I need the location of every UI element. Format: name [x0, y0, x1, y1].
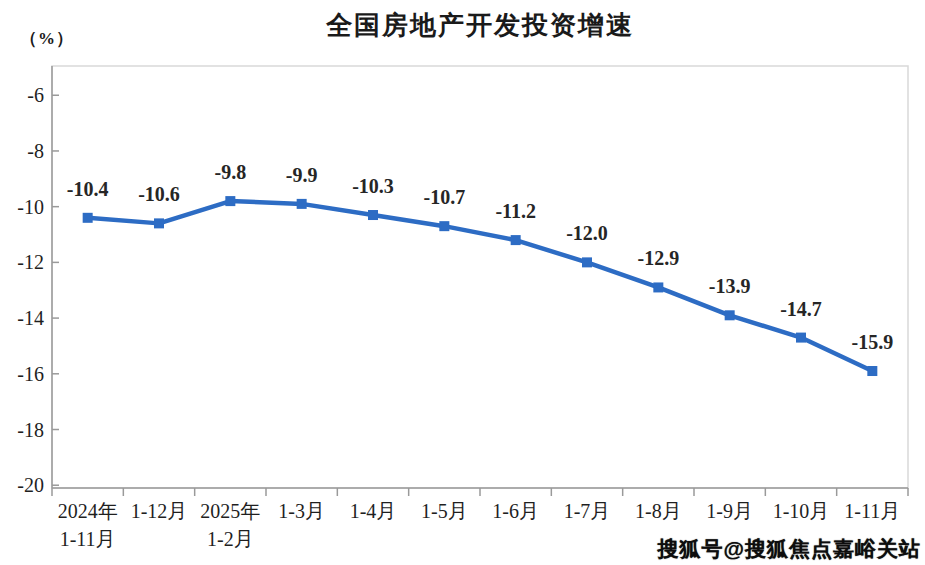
- data-point-marker: [83, 213, 93, 223]
- data-point-marker: [368, 210, 378, 220]
- x-tick-label: 1-9月: [706, 500, 753, 522]
- x-tick-label: 1-10月: [773, 500, 830, 522]
- data-point-label: -13.9: [709, 275, 751, 297]
- y-tick-label: -16: [17, 363, 44, 385]
- data-point-label: -14.7: [780, 298, 822, 320]
- y-tick-label: -14: [17, 307, 44, 329]
- data-point-marker: [225, 196, 235, 206]
- y-tick-label: -18: [17, 419, 44, 441]
- data-point-label: -10.6: [138, 183, 180, 205]
- data-point-label: -12.9: [637, 247, 679, 269]
- data-point-marker: [154, 218, 164, 228]
- plot-border: [52, 66, 908, 488]
- watermark-text: 搜狐号@搜狐焦点嘉峪关站: [658, 535, 921, 563]
- x-tick-label: 1-5月: [421, 500, 468, 522]
- x-tick-label: 1-7月: [564, 500, 611, 522]
- x-tick-label: 1-12月: [131, 500, 188, 522]
- x-tick-label: 1-3月: [278, 500, 325, 522]
- x-tick-label: 1-6月: [492, 500, 539, 522]
- data-point-marker: [867, 366, 877, 376]
- y-tick-label: -10: [17, 196, 44, 218]
- y-tick-label: -6: [27, 84, 44, 106]
- y-tick-label: -12: [17, 251, 44, 273]
- series-line: [88, 201, 873, 371]
- y-tick-label: -20: [17, 474, 44, 496]
- data-point-marker: [653, 282, 663, 292]
- data-point-label: -9.9: [286, 164, 318, 186]
- data-point-label: -11.2: [495, 200, 536, 222]
- data-point-marker: [582, 257, 592, 267]
- x-tick-label: 1-8月: [635, 500, 682, 522]
- x-tick-label: 2025年1-2月: [200, 500, 260, 550]
- x-tick-label: 1-4月: [350, 500, 397, 522]
- data-point-label: -9.8: [214, 161, 246, 183]
- line-chart: -6 -8 -10 -12 -14 -16 -18 -20 2024年1-11月 1-12月 202…: [0, 0, 925, 565]
- data-point-label: -10.3: [352, 175, 394, 197]
- data-point-label: -10.4: [67, 178, 109, 200]
- data-point-marker: [511, 235, 521, 245]
- data-point-marker: [725, 310, 735, 320]
- data-point-label: -12.0: [566, 222, 608, 244]
- x-tick-label: 2024年1-11月: [58, 500, 118, 550]
- chart-page: 全国房地产开发投资增速 （%） -6-8-10-12-14-16-18-2020…: [0, 0, 925, 565]
- x-tick-label: 1-11月: [844, 500, 900, 522]
- data-point-marker: [439, 221, 449, 231]
- data-point-marker: [297, 199, 307, 209]
- data-point-label: -15.9: [851, 331, 893, 353]
- data-point-label: -10.7: [423, 186, 465, 208]
- data-point-marker: [796, 333, 806, 343]
- y-tick-label: -8: [27, 140, 44, 162]
